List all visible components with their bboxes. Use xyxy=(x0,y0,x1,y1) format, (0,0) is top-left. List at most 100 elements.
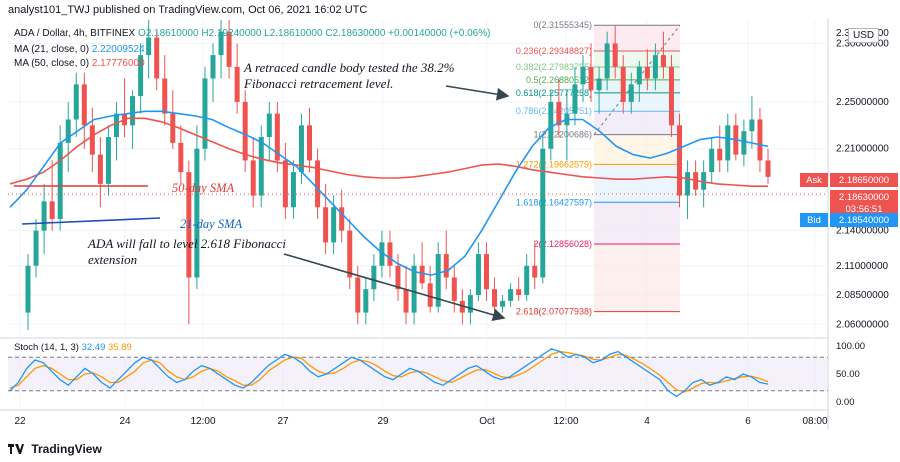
fib-level-label: 2(2.12856028) xyxy=(533,239,592,249)
candle-body xyxy=(25,265,31,313)
candle-body xyxy=(81,84,87,126)
ma21-label: MA (21, close, 0) xyxy=(14,44,90,55)
candle-body xyxy=(636,66,642,85)
price-value-box xyxy=(830,173,898,187)
candle-body xyxy=(315,160,321,208)
candle-body xyxy=(105,137,111,184)
x-tick-label: 29 xyxy=(377,416,389,427)
candle-body xyxy=(146,37,152,56)
candle-body xyxy=(717,148,723,161)
ohlc-values: O2.18610000 H2.19240000 L2.18610000 C2.1… xyxy=(137,28,491,39)
candle-body xyxy=(427,283,433,307)
x-tick-label: Oct xyxy=(479,416,495,427)
candle-body xyxy=(492,289,498,307)
fib-level-label: 1.618(2.16427597) xyxy=(516,197,592,207)
candle-body xyxy=(548,101,554,149)
symbol-line: ADA / Dollar, 4h, BITFINEX O2.18610000 H… xyxy=(14,28,490,39)
candle-body xyxy=(194,148,200,278)
candle-body xyxy=(162,78,168,114)
x-tick-label: 08:00 xyxy=(802,416,827,427)
candle-body xyxy=(725,125,731,161)
ma21-value: 2.22009524 xyxy=(91,44,145,55)
candle-body xyxy=(258,137,264,196)
y-tick-label: 2.06000000 xyxy=(836,319,889,330)
candle-body xyxy=(612,43,618,67)
21-day-sma-reference-line xyxy=(21,217,161,225)
candle-body xyxy=(379,242,385,266)
candle-body xyxy=(395,265,401,290)
stoch-k-line xyxy=(9,348,769,398)
price-value-box xyxy=(830,190,898,216)
stoch-legend: Stoch (14, 1, 3) 32.49 35.89 xyxy=(14,342,132,353)
stoch-tick-label: 50.00 xyxy=(836,369,860,380)
y-tick-label: 2.14000000 xyxy=(836,226,889,237)
stoch-label: Stoch (14, 1, 3) xyxy=(14,342,79,353)
candle-body xyxy=(363,289,369,313)
ma50-label: MA (50, close, 0) xyxy=(14,58,90,69)
candle-body xyxy=(331,207,337,243)
stoch-k-value: 32.49 xyxy=(81,342,106,353)
tradingview-brand: TradingView xyxy=(8,442,102,456)
candle-body xyxy=(307,125,313,161)
candle-body xyxy=(33,230,39,266)
annotation-retrace-2: Fibonacci retracement level. xyxy=(243,76,393,91)
price-value-label: 2.18540000 xyxy=(839,215,889,226)
x-tick-label: 24 xyxy=(119,416,131,427)
y-tick-label: 2.21000000 xyxy=(836,144,889,155)
candle-body xyxy=(685,172,691,196)
fib-level-label: 0.382(2.27983795) xyxy=(516,62,592,72)
annotation-50-day-sma: 50-day SMA xyxy=(172,181,234,195)
brand-label: TradingView xyxy=(31,442,102,456)
y-tick-label: 2.11000000 xyxy=(836,261,889,272)
candle-body xyxy=(403,289,409,313)
fib-zone xyxy=(594,202,680,245)
candle-body xyxy=(749,119,755,132)
stoch-d-line xyxy=(9,350,769,393)
price-tag-box xyxy=(800,213,828,227)
candle-body xyxy=(97,154,103,184)
candle-body xyxy=(170,113,176,143)
candle-body xyxy=(226,31,232,67)
candle-body xyxy=(483,254,489,290)
candle-body xyxy=(202,78,208,149)
candle-body xyxy=(532,265,538,278)
fib-level-label: 0.236(2.29348827) xyxy=(516,46,592,56)
stoch-tick-label: 100.00 xyxy=(836,341,865,352)
price-value-label: 2.18630000 xyxy=(839,192,889,203)
candle-body xyxy=(668,66,674,126)
candle-body xyxy=(154,37,160,79)
candle-body xyxy=(660,55,666,67)
candle-body xyxy=(73,84,79,120)
stoch-tick-label: 0.00 xyxy=(836,397,855,408)
candle-body xyxy=(500,300,506,307)
tradingview-logo-icon xyxy=(8,444,24,454)
candle-body xyxy=(459,300,465,313)
candle-body xyxy=(588,66,594,91)
y-tick-label: 2.30000000 xyxy=(836,38,889,49)
countdown-label: 03:56:51 xyxy=(846,204,883,215)
currency-button[interactable]: USD xyxy=(848,28,880,43)
candle-body xyxy=(757,119,763,161)
fib-level-label: 0(2.31555345) xyxy=(533,20,592,30)
fib-zone xyxy=(594,164,680,203)
fib-level-label: 0.786(2.24205751) xyxy=(516,106,592,116)
candle-body xyxy=(138,55,144,97)
candle-body xyxy=(323,207,329,243)
ma21-line xyxy=(9,110,769,276)
ma50-line xyxy=(9,117,768,187)
fib-zone xyxy=(594,244,680,312)
candle-body xyxy=(387,242,393,266)
candle-body xyxy=(130,96,136,126)
candle-body xyxy=(677,125,683,196)
fib-zone xyxy=(594,111,680,135)
candle-body xyxy=(620,66,626,102)
annotation-forecast-2: extension xyxy=(88,252,137,267)
candle-body xyxy=(250,160,256,196)
fib-level-label: 1.272(2.19662579) xyxy=(516,159,592,169)
ma21-legend: MA (21, close, 0) 2.22009524 xyxy=(14,44,145,55)
symbol-name: ADA / Dollar, 4h, BITFINEX xyxy=(14,28,136,39)
candle-body xyxy=(475,254,481,296)
candle-body xyxy=(451,277,457,301)
candle-body xyxy=(540,148,546,278)
